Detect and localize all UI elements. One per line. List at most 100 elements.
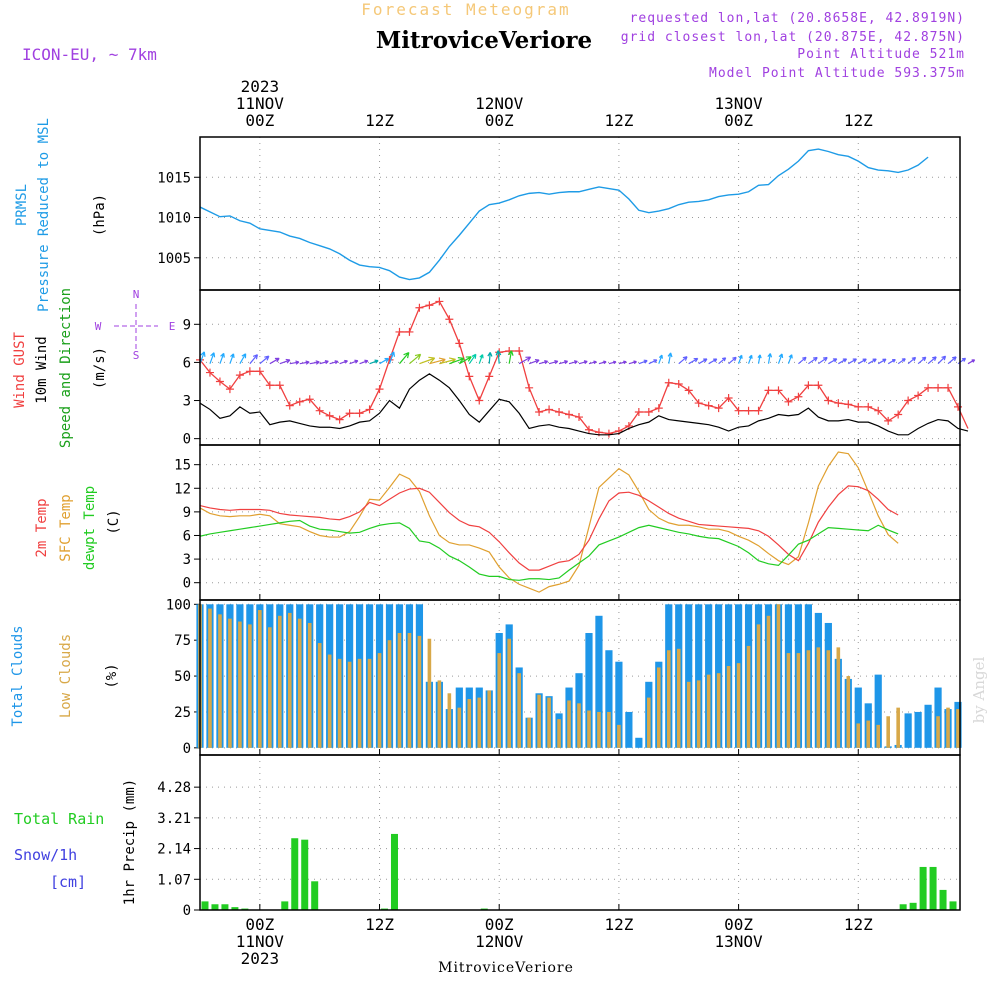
bar-low-cloud [397,633,402,748]
wind-arrow [907,356,917,365]
wind-arrow [757,354,762,364]
model-label: ICON-EU, ~ 7km [22,45,157,64]
gust-marker [415,303,424,312]
panel-pressure: 1005 1010 1015 [157,136,961,291]
gust-marker [285,401,294,410]
wind-arrow [487,352,493,364]
bar-low-cloud [577,703,581,748]
wind-arrow [388,351,396,364]
ytick-label: 1.07 [157,872,191,888]
bar-low-cloud [357,658,362,748]
wind-arrow [588,360,597,365]
gust-marker [545,405,554,414]
gust-marker [604,429,613,438]
panel-temperature: 0 3 6 9 12 15 [174,444,961,601]
wind-arrow [917,356,927,365]
time-label: 00Z [485,915,514,934]
gust-marker [405,327,414,336]
bar-low-cloud [287,612,292,748]
compass-north: N [133,288,140,301]
panel-frame [199,136,961,291]
bar-precip [390,833,398,910]
bar-low-cloud [676,648,681,748]
bar-precip [949,901,957,910]
series-gust [199,300,969,435]
wind-arrow [818,356,828,365]
wind-unit-label: (m/s) [92,347,108,389]
time-label: 00Z [245,111,274,130]
gust-marker [565,410,574,419]
gust-marker [854,402,863,411]
gust-marker [774,386,783,395]
prmsl-label: PRMSL [14,184,30,226]
gust-marker [824,396,833,405]
bar-precip [201,901,209,910]
gust-marker [425,301,434,310]
wind-arrow [808,356,818,365]
wind-arrow [449,357,465,365]
wind-arrow [927,356,937,365]
wind-arrow [957,357,967,365]
bar-low-cloud [258,610,262,748]
wind-arrow [309,360,320,365]
gust-label: Wind GUST [12,332,28,408]
wind-arrow [628,360,637,365]
wind-arrow [747,354,753,364]
bar-low-cloud [846,676,851,748]
wind-arrow [867,358,877,365]
panel-frame [199,754,961,911]
grid-coords: grid closest lon,lat (20.875E, 42.875N) [621,30,965,45]
bar-low-cloud [597,711,601,748]
bar-low-cloud [726,666,731,748]
total-clouds-label: Total Clouds [10,625,26,726]
bar-low-cloud [277,615,282,748]
gust-marker [874,406,883,415]
gust-marker [904,396,913,405]
time-label: 00Z [724,915,753,934]
bar-low-cloud [766,615,771,748]
bar-low-cloud [656,667,661,748]
bar-low-cloud [876,724,881,748]
bar-precip [221,904,229,910]
wind-arrow [409,353,422,365]
dewpt-label: dewpt Temp [82,486,98,570]
series-sfc-temp [199,451,899,593]
ytick-label: 50 [174,669,191,685]
precip-unit-label: 1hr Precip (mm) [122,779,138,905]
wind-arrow [708,358,718,365]
bar-low-cloud [517,673,521,748]
wind-dir-label: Speed and Direction [58,288,74,448]
gust-marker [215,377,224,386]
time-label: 12NOV [475,94,524,113]
wind-arrow [618,360,627,365]
gust-marker [465,372,474,381]
bar-precip [281,901,289,910]
compass-south: S [133,349,140,362]
gust-marker [485,372,494,381]
bar-low-cloud [377,653,382,748]
ytick-label: 3 [183,394,191,410]
time-label: 12Z [844,111,873,130]
compass-east: E [169,320,176,333]
gust-marker [275,381,284,390]
time-label: 13NOV [714,932,763,951]
ytick-label: 0 [183,576,191,592]
bar-low-cloud [228,618,232,748]
wind-arrow [289,360,300,365]
ytick-label: 100 [166,597,191,613]
gust-marker [784,397,793,406]
bar-low-cloud [696,680,701,748]
gust-marker [934,383,943,392]
bar-precip [231,907,239,910]
bar-low-cloud [487,690,492,748]
bar-low-cloud [647,697,651,748]
gust-marker [654,404,663,413]
wind-arrow [419,356,436,365]
gust-marker [804,381,813,390]
time-label: 12Z [365,111,394,130]
bar-total-cloud [595,615,603,748]
bar-low-cloud [617,724,621,748]
gust-marker [395,327,404,336]
gust-marker [734,406,743,415]
